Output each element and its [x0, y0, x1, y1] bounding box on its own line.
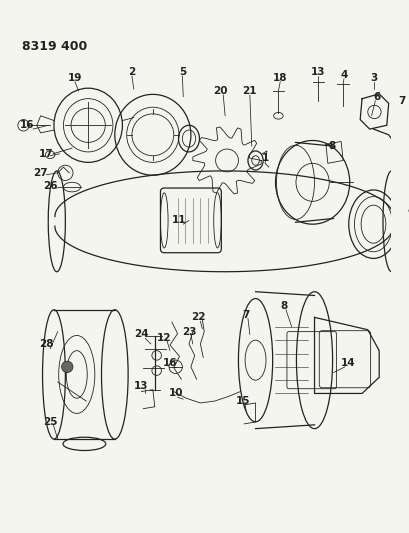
- Text: 13: 13: [134, 381, 148, 391]
- Text: 6: 6: [373, 92, 380, 102]
- Text: 16: 16: [162, 358, 177, 368]
- Text: 4: 4: [339, 70, 347, 80]
- Text: 28: 28: [39, 339, 54, 349]
- Text: 13: 13: [310, 67, 325, 77]
- Text: 11: 11: [172, 215, 186, 225]
- Text: 2: 2: [128, 67, 135, 77]
- Text: 26: 26: [43, 181, 57, 191]
- Text: 5: 5: [178, 67, 186, 77]
- Text: 24: 24: [134, 329, 148, 340]
- Text: 20: 20: [213, 86, 227, 96]
- Text: 8: 8: [280, 301, 287, 311]
- Text: 1: 1: [261, 152, 268, 163]
- Circle shape: [61, 361, 73, 373]
- Text: 23: 23: [181, 327, 196, 337]
- Text: 9: 9: [406, 208, 409, 218]
- Text: 21: 21: [241, 86, 256, 96]
- Text: 15: 15: [235, 396, 250, 406]
- Text: 27: 27: [33, 168, 48, 178]
- Text: 8: 8: [327, 141, 335, 151]
- Text: 3: 3: [370, 72, 377, 83]
- Text: 25: 25: [43, 417, 57, 427]
- Text: 7: 7: [242, 311, 249, 320]
- Text: 8319 400: 8319 400: [22, 39, 87, 53]
- Text: 19: 19: [67, 72, 82, 83]
- Text: 22: 22: [191, 312, 205, 322]
- Text: 14: 14: [339, 358, 354, 368]
- Text: 12: 12: [157, 333, 171, 343]
- Text: 17: 17: [39, 149, 54, 159]
- Text: 16: 16: [20, 120, 34, 130]
- Text: 7: 7: [398, 95, 405, 106]
- Text: 10: 10: [168, 389, 182, 399]
- Text: 18: 18: [272, 72, 287, 83]
